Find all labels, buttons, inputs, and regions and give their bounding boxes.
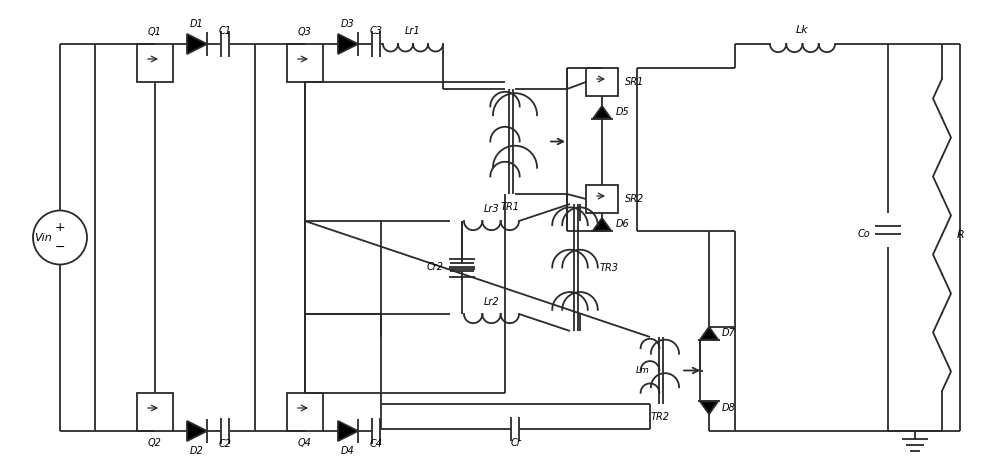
Text: Cr: Cr xyxy=(510,438,521,448)
Polygon shape xyxy=(338,34,358,54)
Text: SR1: SR1 xyxy=(625,77,644,87)
Text: +: + xyxy=(55,221,65,234)
Text: Lm: Lm xyxy=(636,366,650,375)
Text: C1: C1 xyxy=(218,26,232,36)
Text: C3: C3 xyxy=(370,26,382,36)
Bar xyxy=(287,44,323,82)
Text: D2: D2 xyxy=(190,446,204,456)
Polygon shape xyxy=(700,327,718,340)
Text: TR1: TR1 xyxy=(500,202,520,212)
Text: Lk: Lk xyxy=(796,25,809,35)
Text: Lr1: Lr1 xyxy=(405,26,421,36)
Text: Q2: Q2 xyxy=(148,438,162,448)
Text: C2: C2 xyxy=(218,439,232,449)
Text: C4: C4 xyxy=(370,439,382,449)
Polygon shape xyxy=(187,34,207,54)
Polygon shape xyxy=(338,421,358,441)
Polygon shape xyxy=(700,401,718,414)
Text: Lr2: Lr2 xyxy=(484,297,499,307)
Text: D4: D4 xyxy=(341,446,355,456)
Text: D5: D5 xyxy=(616,107,630,117)
Text: Q1: Q1 xyxy=(148,27,162,37)
Text: D8: D8 xyxy=(722,403,736,413)
Bar xyxy=(287,393,323,431)
Text: Q4: Q4 xyxy=(298,438,312,448)
Polygon shape xyxy=(593,218,611,231)
Text: Vin: Vin xyxy=(34,233,52,242)
Bar xyxy=(586,68,618,96)
Polygon shape xyxy=(593,106,611,119)
Text: TR2: TR2 xyxy=(650,412,670,422)
Bar xyxy=(137,393,173,431)
Text: TR3: TR3 xyxy=(600,263,619,272)
Text: D1: D1 xyxy=(190,19,204,29)
Text: Co: Co xyxy=(857,229,870,239)
Text: SR2: SR2 xyxy=(625,194,644,204)
Bar xyxy=(586,185,618,213)
Text: D7: D7 xyxy=(722,328,736,338)
Text: Lr3: Lr3 xyxy=(484,204,499,214)
Text: R: R xyxy=(957,230,965,240)
Text: Q3: Q3 xyxy=(298,27,312,37)
Text: D3: D3 xyxy=(341,19,355,29)
Text: −: − xyxy=(55,241,65,254)
Text: D6: D6 xyxy=(616,219,630,229)
Text: Cr2: Cr2 xyxy=(427,262,444,272)
Bar xyxy=(137,44,173,82)
Polygon shape xyxy=(187,421,207,441)
